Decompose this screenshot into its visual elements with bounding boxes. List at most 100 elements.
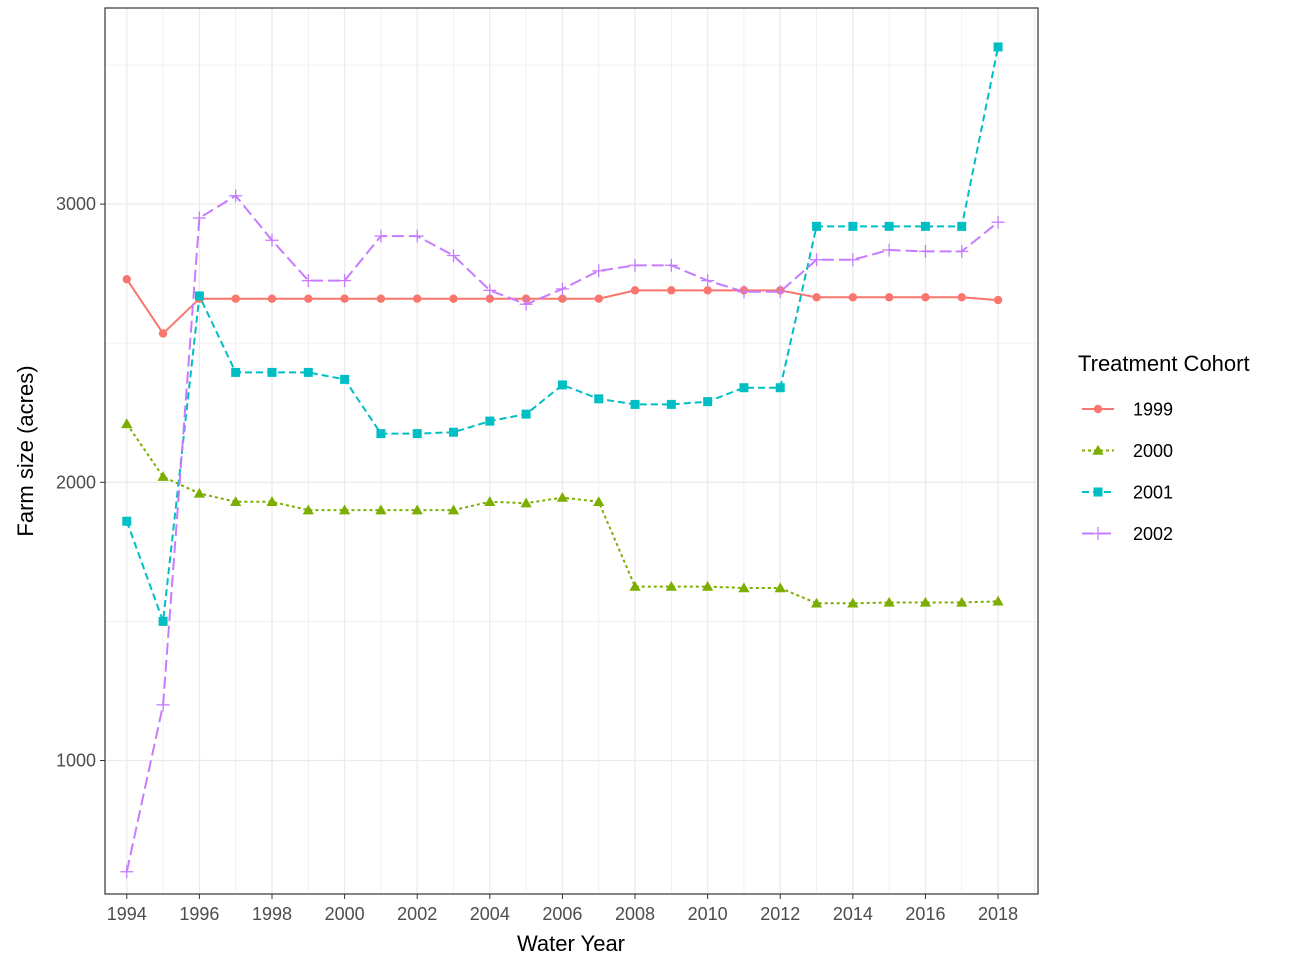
- data-point-2000-2000: [339, 504, 351, 515]
- data-point-1999-2002: [413, 294, 422, 303]
- legend-key-marker: [1092, 444, 1104, 455]
- y-tick-label: 1000: [56, 750, 96, 770]
- y-axis-title: Farm size (acres): [13, 365, 38, 536]
- y-tick-label: 3000: [56, 194, 96, 214]
- data-point-2001-2015: [884, 221, 894, 231]
- data-point-2000-2011: [738, 582, 750, 593]
- data-point-1999-2016: [921, 293, 930, 302]
- data-point-2001-2004: [485, 416, 495, 426]
- data-point-1999-2015: [884, 293, 894, 302]
- data-point-2000-2002: [411, 504, 423, 515]
- data-point-2000-1994: [121, 418, 133, 429]
- data-point-2002-1996: [192, 211, 206, 225]
- data-point-2002-2009: [664, 258, 678, 272]
- data-point-1999-2007: [594, 294, 603, 303]
- x-tick-label: 2006: [542, 904, 582, 924]
- data-point-2000-2012: [774, 582, 786, 593]
- data-point-2002-2017: [955, 244, 969, 258]
- data-point-2002-1997: [229, 189, 243, 203]
- data-point-2001-1995: [158, 616, 168, 626]
- x-tick-label: 2012: [760, 904, 800, 924]
- legend-label: 2002: [1133, 524, 1173, 544]
- data-point-2000-1996: [193, 487, 205, 498]
- legend-title: Treatment Cohort: [1078, 351, 1250, 376]
- data-point-2000-1998: [266, 496, 278, 506]
- x-tick-label: 1996: [179, 904, 219, 924]
- data-point-2002-2013: [810, 253, 824, 267]
- data-point-2001-2013: [812, 221, 822, 231]
- data-point-2002-2011: [737, 285, 751, 299]
- x-axis-title: Water Year: [517, 931, 625, 956]
- data-point-2001-1994: [122, 516, 132, 526]
- data-point-1999-1999: [304, 294, 313, 303]
- series-points: [120, 42, 1005, 879]
- data-point-2001-1997: [231, 367, 241, 377]
- data-point-1999-2009: [667, 286, 676, 295]
- data-point-2000-2017: [956, 596, 968, 607]
- data-point-2002-2006: [555, 282, 569, 296]
- data-point-2002-2004: [483, 283, 497, 297]
- data-point-1999-2006: [558, 294, 567, 303]
- data-point-2001-2007: [594, 394, 604, 404]
- data-point-2002-2012: [773, 285, 787, 299]
- data-point-1999-2014: [848, 293, 858, 302]
- data-point-2001-2005: [521, 409, 531, 419]
- x-tick-label: 2002: [397, 904, 437, 924]
- data-point-2002-2007: [592, 264, 606, 278]
- data-point-1999-2018: [993, 295, 1003, 305]
- legend-item-2002: 2002: [1082, 524, 1173, 544]
- legend-label: 2000: [1133, 441, 1173, 461]
- data-point-2000-2001: [375, 504, 387, 515]
- data-point-2001-2009: [666, 399, 676, 409]
- data-point-1999-1997: [231, 294, 240, 303]
- legend-item-2000: 2000: [1082, 441, 1173, 461]
- data-point-2000-2004: [484, 496, 496, 506]
- data-point-2001-2012: [775, 383, 785, 393]
- data-point-2000-1997: [230, 496, 242, 506]
- plot-panel-background: [105, 8, 1038, 894]
- legend-key-marker: [1091, 527, 1105, 540]
- data-point-1999-2017: [957, 293, 966, 302]
- x-tick-label: 2014: [833, 904, 873, 924]
- data-point-2001-2014: [848, 221, 858, 231]
- data-point-2000-2008: [629, 581, 641, 591]
- legend-key-marker: [1093, 487, 1103, 497]
- plot-panel-border: [104, 7, 1039, 895]
- data-point-1999-2013: [812, 293, 821, 302]
- legend-label: 2001: [1133, 483, 1173, 503]
- data-point-1999-1994: [122, 275, 131, 284]
- y-tick-label: 2000: [56, 472, 96, 492]
- x-axis: 1994 1996 1998 2000 2002 2004 2006 2008 2010 2012…: [107, 894, 1018, 924]
- data-point-2002-1998: [265, 233, 279, 247]
- data-point-2002-2001: [374, 229, 388, 243]
- x-tick-label: 1994: [107, 904, 147, 924]
- data-point-1999-2010: [703, 286, 712, 295]
- data-point-2002-1994: [120, 865, 134, 879]
- data-point-2002-2005: [519, 297, 533, 311]
- data-point-2001-2018: [993, 42, 1003, 52]
- data-point-2000-2018: [992, 595, 1004, 606]
- data-point-2002-2008: [628, 258, 642, 272]
- data-point-2000-2003: [447, 504, 460, 515]
- data-point-2001-1996: [194, 291, 204, 301]
- data-point-2002-2014: [846, 253, 860, 267]
- data-point-2000-2014: [847, 597, 859, 608]
- data-point-2001-2008: [630, 399, 640, 409]
- x-tick-label: 2010: [688, 904, 728, 924]
- data-point-1999-1998: [267, 294, 277, 303]
- data-point-2002-2002: [410, 229, 424, 243]
- data-point-2002-1999: [301, 274, 315, 288]
- data-point-2000-2015: [883, 596, 895, 607]
- data-point-2001-2002: [412, 429, 422, 439]
- data-point-1999-2001: [376, 294, 386, 303]
- x-tick-label: 1998: [252, 904, 292, 924]
- data-point-2002-2016: [918, 244, 932, 258]
- data-point-2000-2013: [810, 597, 823, 608]
- data-point-2001-2011: [739, 383, 749, 393]
- data-point-1999-2003: [449, 294, 458, 303]
- x-tick-label: 2016: [905, 904, 945, 924]
- data-point-2001-2017: [957, 221, 967, 231]
- data-point-2002-2003: [447, 249, 461, 263]
- data-point-2001-2006: [557, 380, 567, 390]
- data-point-2000-2006: [556, 491, 569, 502]
